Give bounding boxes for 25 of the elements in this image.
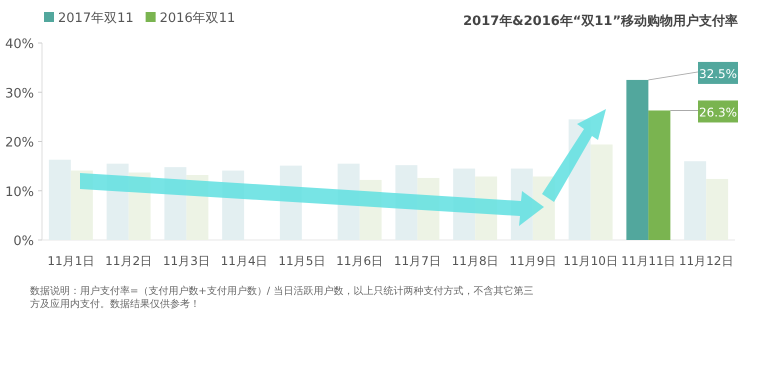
y-tick-label: 20% — [5, 136, 34, 150]
x-tick-label: 11月7日 — [394, 254, 441, 268]
bar — [626, 80, 648, 240]
y-tick-label: 30% — [5, 86, 34, 102]
chart-title: 2017年&2016年“双11”移动购物用户支付率 — [463, 13, 738, 29]
x-tick-label: 11月3日 — [162, 254, 210, 268]
x-tick-label: 11月6日 — [336, 254, 384, 268]
bar — [648, 110, 670, 240]
text: 数据说明：用户支付率=（支付用户数+支付用户数）/ 当日活跃用户数，以上只统计两种支付方式，不含其它第三方及应用内支付。数据结果仅供参考！ — [30, 285, 534, 311]
y-tick-label: 10% — [5, 184, 34, 200]
x-tick-label: 11月11日 — [621, 254, 676, 268]
x-tick-label: 11月9日 — [509, 254, 556, 268]
x-tick-label: 11月4日 — [220, 254, 268, 268]
x-tick-label: 11月2日 — [105, 254, 152, 268]
x-tick-label: 11月1日 — [47, 254, 94, 268]
x-tick-label: 11月12日 — [678, 254, 734, 268]
data-label: 32.5% — [698, 66, 738, 81]
legend-label: 2016年双11 — [160, 11, 236, 26]
x-tick-label: 11月5日 — [278, 254, 326, 268]
y-tick-label: 0% — [13, 234, 34, 249]
data-label: 26.3% — [698, 105, 738, 120]
x-tick-label: 11月8日 — [452, 254, 499, 268]
legend-label: 2017年双11 — [58, 11, 134, 26]
x-tick-label: 11月10日 — [563, 254, 618, 268]
y-tick-label: 40% — [5, 37, 34, 52]
